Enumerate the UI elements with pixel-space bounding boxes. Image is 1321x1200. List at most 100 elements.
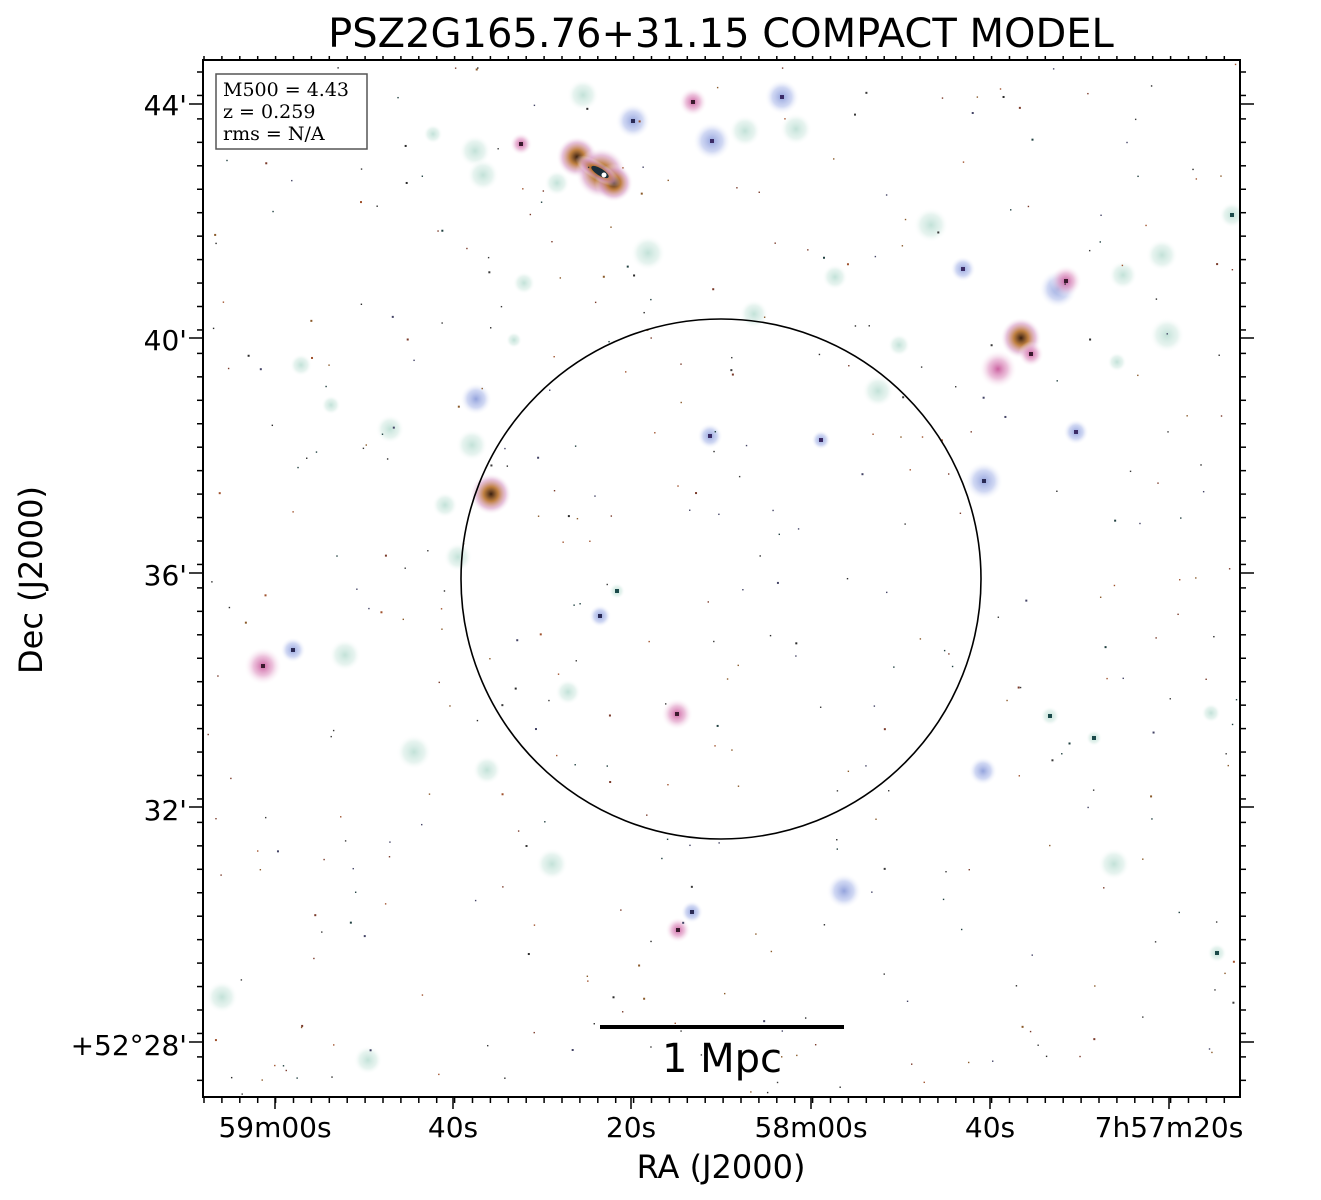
noise-speckle xyxy=(726,678,729,680)
noise-speckle xyxy=(369,1049,372,1052)
noise-speckle xyxy=(587,166,590,169)
noise-speckle xyxy=(215,242,217,245)
noise-speckle xyxy=(713,640,715,643)
noise-speckle xyxy=(621,1011,624,1013)
noise-speckle xyxy=(731,749,733,751)
noise-speckle xyxy=(763,316,766,318)
noise-speckle xyxy=(404,567,406,569)
noise-speckle xyxy=(1089,338,1092,341)
source-halo xyxy=(1108,260,1138,290)
noise-speckle xyxy=(730,369,733,372)
noise-speckle xyxy=(609,781,612,784)
noise-speckle xyxy=(349,921,352,924)
noise-speckle xyxy=(1231,723,1234,726)
noise-speckle xyxy=(292,511,294,513)
noise-speckle xyxy=(731,356,733,359)
noise-speckle xyxy=(380,611,383,614)
noise-speckle xyxy=(1224,972,1226,975)
noise-speckle xyxy=(1155,637,1157,639)
noise-speckle xyxy=(386,458,389,460)
noise-speckle xyxy=(1228,568,1231,570)
source-halo xyxy=(822,264,848,290)
noise-speckle xyxy=(1137,175,1139,178)
noise-speckle xyxy=(1211,1051,1213,1054)
noise-speckle xyxy=(207,733,209,736)
noise-speckle xyxy=(945,871,947,873)
noise-speckle xyxy=(648,640,650,643)
x-axis-label: RA (J2000) xyxy=(637,1148,806,1186)
noise-speckle xyxy=(1015,985,1018,987)
noise-speckle xyxy=(1152,731,1155,734)
noise-speckle xyxy=(384,903,387,905)
noise-speckle xyxy=(466,247,468,250)
x-tick-label: 40s xyxy=(428,1111,478,1144)
noise-speckle xyxy=(1019,686,1022,689)
noise-speckle xyxy=(214,1039,217,1042)
noise-speckle xyxy=(333,1044,335,1046)
y-tick-label: 32' xyxy=(144,794,187,827)
noise-speckle xyxy=(737,785,740,787)
source-core xyxy=(631,119,635,123)
noise-speckle xyxy=(888,790,890,792)
noise-speckle xyxy=(968,869,970,871)
noise-speckle xyxy=(661,857,663,860)
noise-speckle xyxy=(218,492,221,495)
noise-speckle xyxy=(962,161,965,163)
noise-speckle xyxy=(314,914,317,917)
source-halo xyxy=(1107,352,1127,372)
r500-circle xyxy=(460,318,982,840)
noise-speckle xyxy=(1037,1044,1039,1046)
noise-speckle xyxy=(356,588,358,590)
noise-speckle xyxy=(982,396,985,399)
source-halo xyxy=(555,679,581,705)
noise-speckle xyxy=(261,1079,263,1081)
noise-speckle xyxy=(814,1044,817,1046)
noise-speckle xyxy=(610,226,612,228)
noise-speckle xyxy=(397,96,399,99)
noise-speckle xyxy=(1166,333,1168,335)
noise-speckle xyxy=(865,91,868,94)
source-halo xyxy=(826,873,862,909)
noise-speckle xyxy=(1099,596,1102,598)
noise-speckle xyxy=(689,509,691,511)
noise-speckle xyxy=(441,322,443,324)
noise-speckle xyxy=(1169,698,1171,700)
noise-speckle xyxy=(502,886,504,888)
noise-speckle xyxy=(438,1073,440,1076)
noise-speckle xyxy=(428,793,431,795)
source-core xyxy=(1215,951,1219,955)
noise-speckle xyxy=(227,367,230,370)
noise-speckle xyxy=(1122,677,1124,680)
noise-speckle xyxy=(883,973,885,975)
noise-speckle xyxy=(438,681,440,684)
plot-background xyxy=(203,60,1240,1097)
noise-speckle xyxy=(354,891,357,893)
noise-speckle xyxy=(1155,298,1158,300)
noise-speckle xyxy=(1232,1001,1235,1004)
noise-speckle xyxy=(650,940,652,943)
noise-speckle xyxy=(921,436,924,438)
noise-speckle xyxy=(909,469,911,471)
noise-speckle xyxy=(559,277,562,279)
noise-speckle xyxy=(650,1046,652,1048)
source-halo xyxy=(506,332,522,348)
noise-speckle xyxy=(1092,789,1095,791)
noise-speckle xyxy=(1051,759,1054,762)
noise-speckle xyxy=(846,577,849,580)
noise-speckle xyxy=(873,705,876,707)
source-halo xyxy=(443,542,473,572)
noise-speckle xyxy=(1114,519,1117,522)
noise-speckle xyxy=(215,817,217,820)
source-halo xyxy=(1219,202,1240,228)
noise-speckle xyxy=(885,194,888,196)
source-halo xyxy=(1098,848,1130,880)
noise-speckle xyxy=(1157,482,1159,484)
noise-speckle xyxy=(643,997,646,1000)
source-halo xyxy=(968,756,998,786)
noise-speckle xyxy=(1177,613,1179,616)
noise-speckle xyxy=(1150,795,1153,798)
noise-speckle xyxy=(325,385,327,388)
noise-speckle xyxy=(1129,470,1132,473)
noise-speckle xyxy=(947,473,950,475)
noise-speckle xyxy=(594,495,596,497)
